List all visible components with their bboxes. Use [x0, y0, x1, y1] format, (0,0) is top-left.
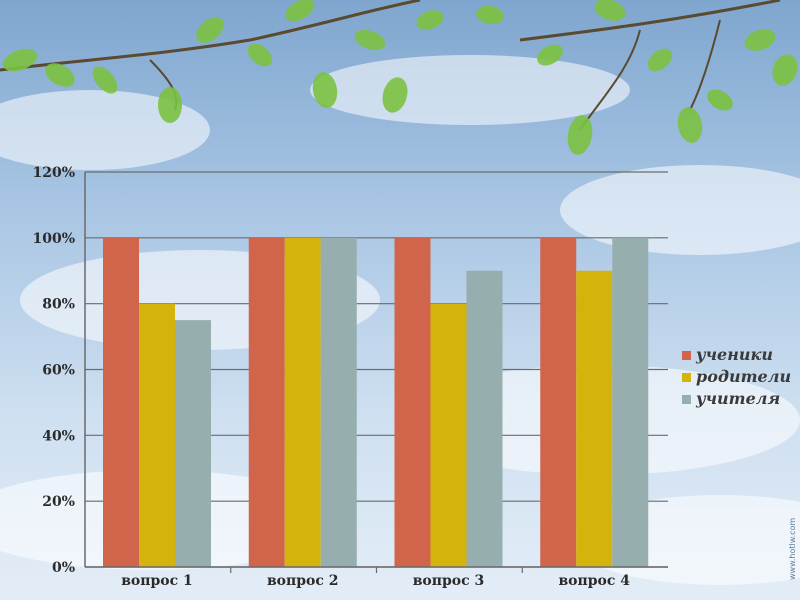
- legend-swatch-2: [682, 373, 691, 382]
- bar-1-2: [139, 303, 175, 567]
- legend-label-2: родители: [696, 367, 791, 386]
- bar-4-1: [540, 237, 577, 568]
- watermark: www.hotlw.com: [788, 518, 797, 580]
- legend: ученики родители учителя: [682, 345, 791, 408]
- x-category-label-3: вопрос 3: [413, 573, 485, 589]
- legend-swatch-3: [682, 395, 691, 404]
- legend-label-3: учителя: [695, 389, 780, 408]
- bar-4-2: [576, 270, 613, 567]
- bar-3-1: [394, 237, 431, 568]
- x-category-labels: вопрос 1 вопрос 2 вопрос 3 вопрос 4: [121, 573, 630, 589]
- y-tick-label-0: 0%: [52, 560, 75, 576]
- y-tick-label-80: 80%: [42, 297, 75, 313]
- bar-2-3: [320, 237, 357, 568]
- y-tick-label-60: 60%: [42, 363, 75, 379]
- bar-3-2: [430, 303, 467, 567]
- bar-1-3: [175, 320, 211, 567]
- y-tick-label-120: 120%: [32, 165, 75, 181]
- bar-1-1: [103, 237, 139, 568]
- bars: [103, 237, 649, 568]
- y-tick-labels: 0% 20% 40% 60% 80% 100% 120%: [32, 165, 75, 576]
- tree-branches-decoration: [0, 0, 798, 155]
- legend-label-1: ученики: [695, 345, 773, 364]
- y-tick-label-100: 100%: [32, 231, 75, 247]
- bar-3-3: [466, 270, 503, 567]
- bar-2-2: [284, 237, 321, 568]
- bar-4-3: [612, 237, 649, 568]
- legend-swatch-1: [682, 351, 691, 360]
- x-category-label-1: вопрос 1: [121, 573, 193, 589]
- axes: [84, 172, 668, 573]
- bar-2-1: [248, 237, 285, 568]
- y-tick-label-20: 20%: [42, 494, 75, 510]
- x-category-label-2: вопрос 2: [267, 573, 339, 589]
- x-category-label-4: вопрос 4: [558, 573, 630, 589]
- y-tick-label-40: 40%: [42, 428, 75, 444]
